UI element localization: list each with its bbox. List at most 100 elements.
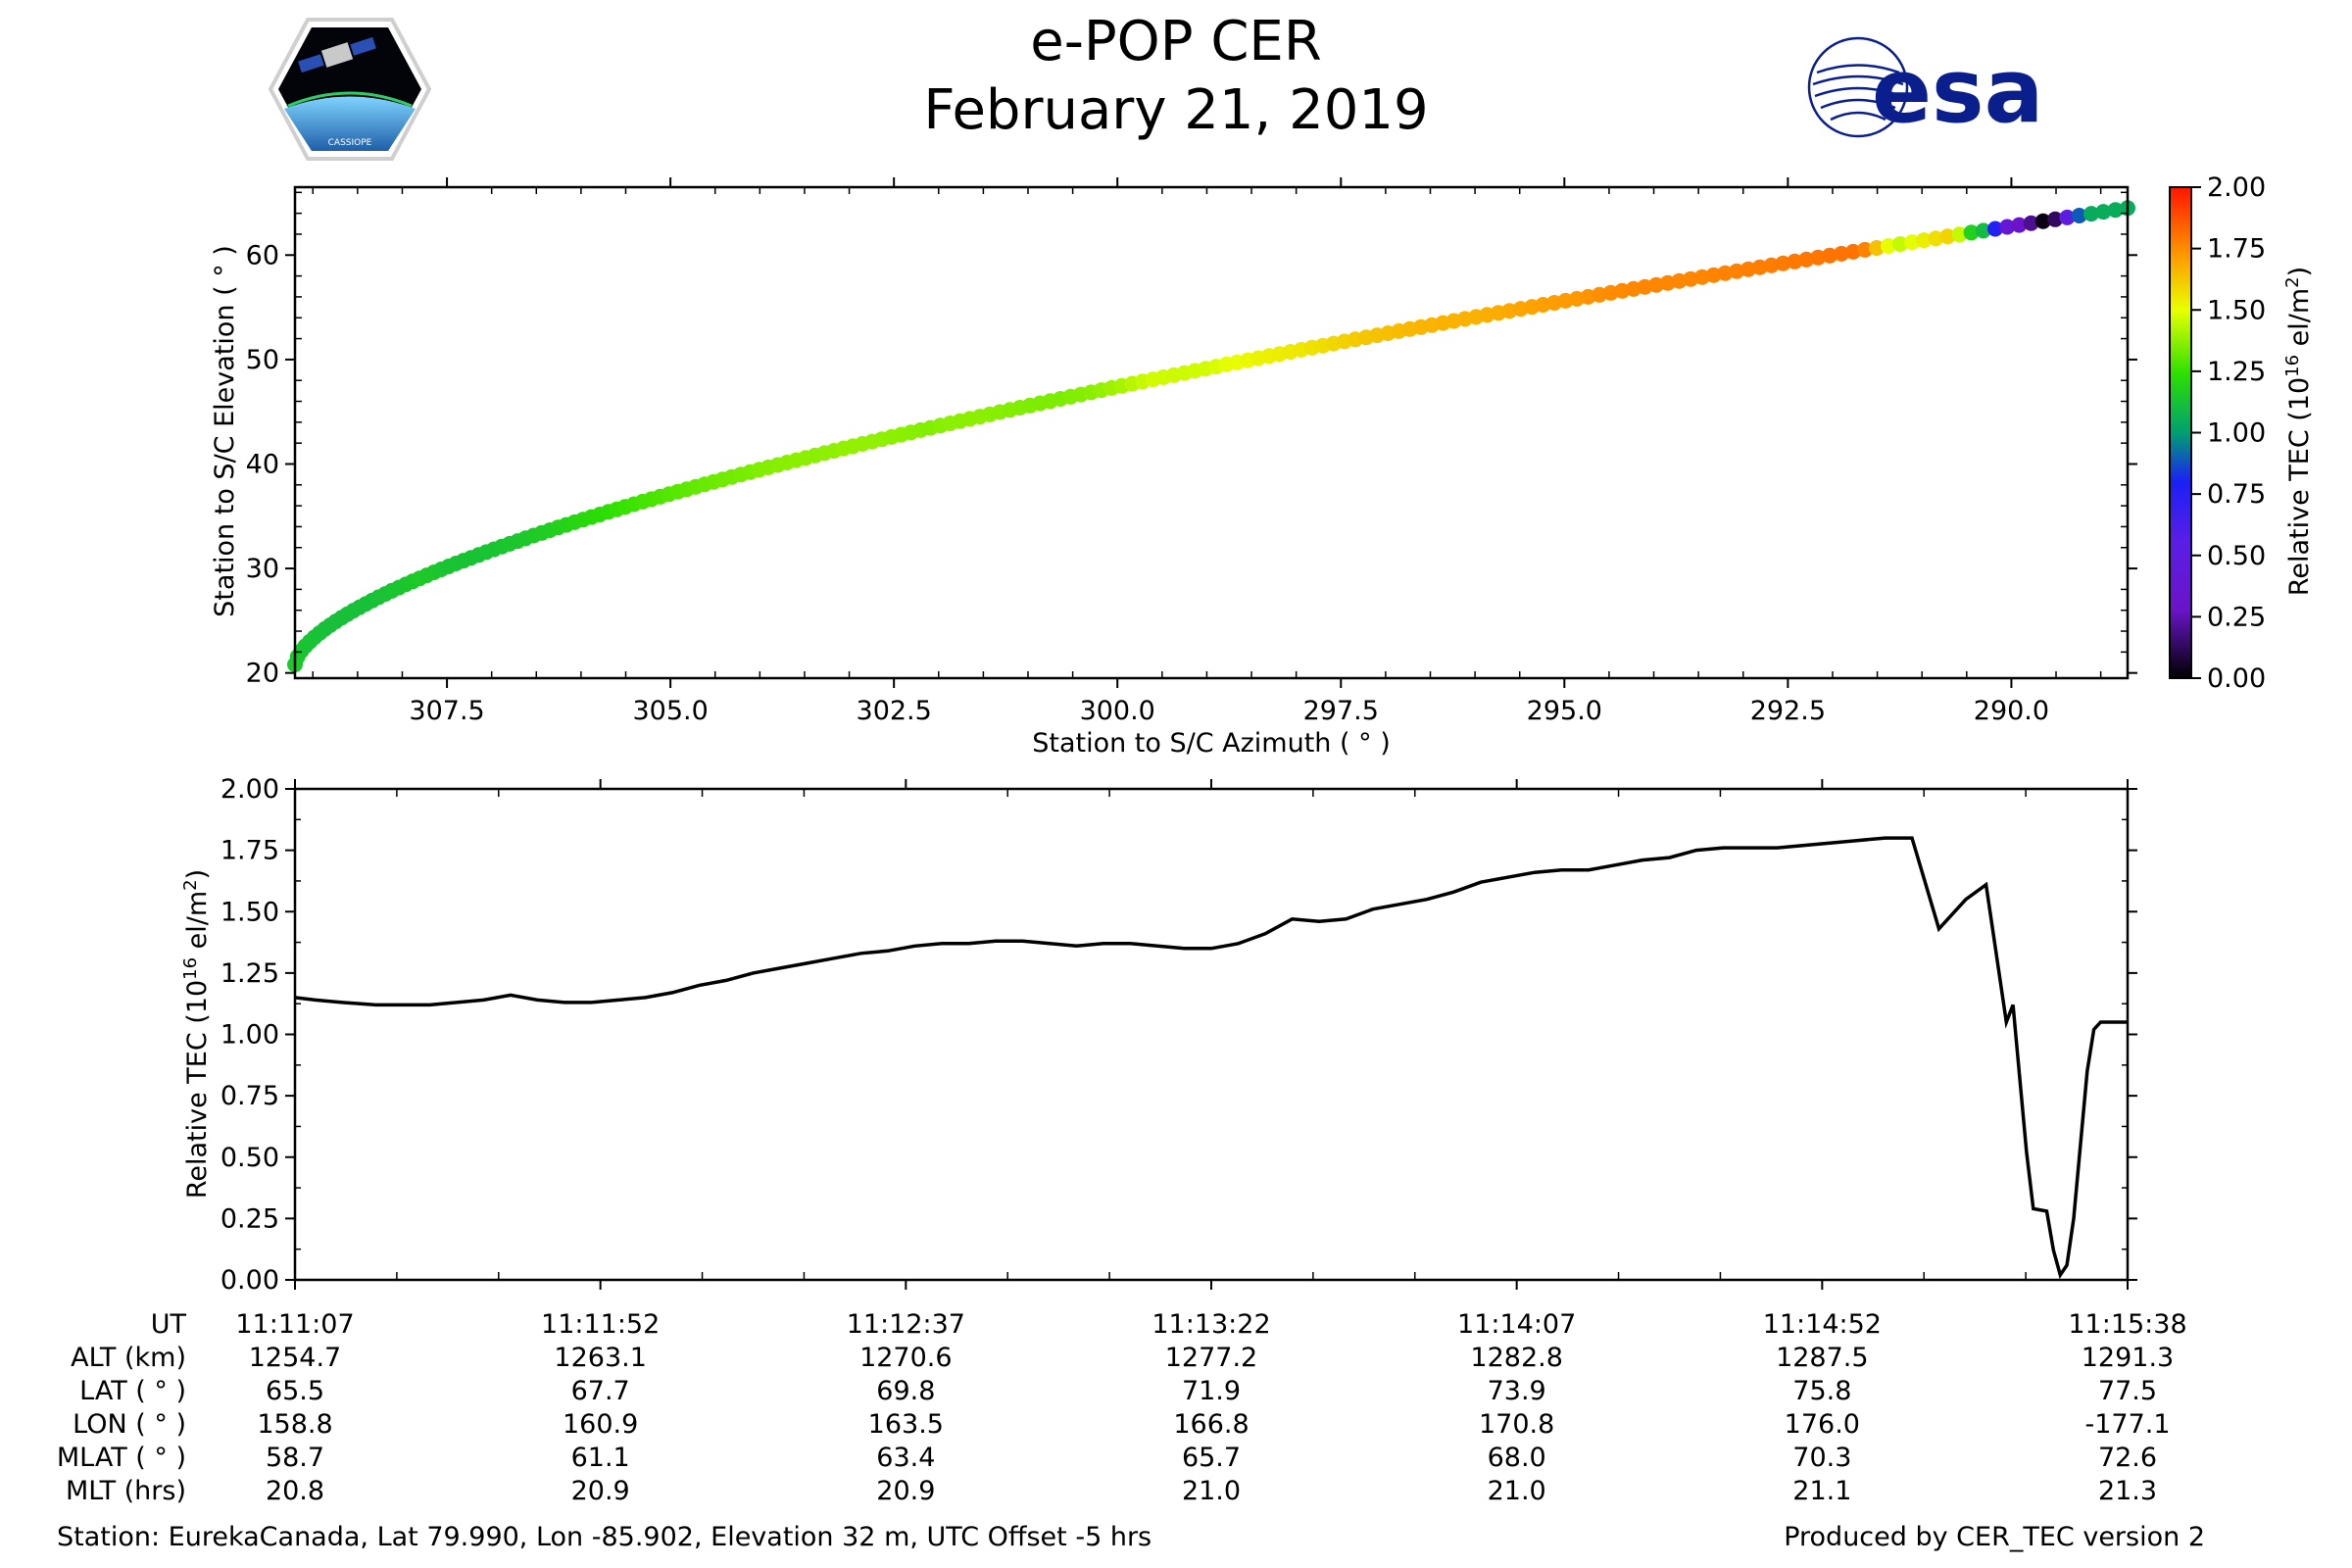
track-point xyxy=(1798,251,1815,268)
track-point xyxy=(2095,204,2112,220)
top-xtick-label: 305.0 xyxy=(632,696,708,726)
tec-time-chart: 0.00 0.25 0.50 0.75 1.00 1.25 1.50 1.75 2.00 Rel… xyxy=(180,774,2137,1296)
info-cell: 158.8 xyxy=(257,1409,333,1440)
info-cell: -177.1 xyxy=(2084,1409,2171,1440)
top-xlabel: Station to S/C Azimuth ( ° ) xyxy=(1032,728,1391,759)
top-ytick-label: 20 xyxy=(246,659,279,689)
track-point xyxy=(1975,222,1991,239)
track-point xyxy=(1869,240,1885,256)
cassiope-logo: CASSIOPE xyxy=(268,18,432,161)
track-point xyxy=(1751,259,1768,275)
tec-series-line xyxy=(294,836,2128,1280)
info-cell: 58.7 xyxy=(265,1443,325,1473)
info-cell: 21.3 xyxy=(2097,1476,2158,1506)
track-point xyxy=(1845,243,1861,260)
cassiope-logo-text: CASSIOPE xyxy=(328,138,372,148)
track-point xyxy=(1729,263,1745,279)
info-cell: 1277.2 xyxy=(1164,1343,1258,1373)
info-cell: 11:15:38 xyxy=(2068,1309,2187,1340)
track-point xyxy=(1834,245,1849,262)
info-cell: 160.9 xyxy=(563,1409,639,1440)
track-point xyxy=(1904,234,1921,251)
info-cell: 20.8 xyxy=(265,1476,325,1506)
chart-title: e-POP CER xyxy=(1030,10,1322,74)
track-point xyxy=(2071,208,2087,223)
info-cell: 67.7 xyxy=(570,1376,630,1406)
top-plot-frame xyxy=(293,185,2130,680)
info-cell: 70.3 xyxy=(1792,1443,1852,1473)
esa-logo-text: esa xyxy=(1872,40,2043,141)
info-cell: 77.5 xyxy=(2097,1376,2158,1406)
bottom-ytick-label: 0.00 xyxy=(220,1265,279,1296)
bottom-ytick-label: 0.50 xyxy=(220,1143,279,1173)
info-cell: 1282.8 xyxy=(1470,1343,1563,1373)
info-cell: 166.8 xyxy=(1173,1409,1250,1440)
track-point xyxy=(2107,202,2124,219)
info-cell: 65.5 xyxy=(265,1376,325,1406)
top-xtick-label: 290.0 xyxy=(1974,696,2049,726)
track-point xyxy=(1810,249,1827,266)
info-cell: 1254.7 xyxy=(248,1343,342,1373)
info-cell: 20.9 xyxy=(570,1476,630,1506)
row-label-lat: LAT ( ° ) xyxy=(79,1376,186,1406)
colorbar-tick-label: 0.25 xyxy=(2207,602,2266,632)
info-cell: 170.8 xyxy=(1479,1409,1555,1440)
track-point xyxy=(1892,236,1908,252)
colorbar-tick-label: 1.75 xyxy=(2207,234,2266,265)
info-cell: 63.4 xyxy=(876,1443,936,1473)
track-point xyxy=(1775,255,1791,271)
track-point xyxy=(1822,247,1838,264)
info-cell: 1287.5 xyxy=(1776,1343,1869,1373)
bottom-axis-ticks: 0.00 0.25 0.50 0.75 1.00 1.25 1.50 1.75 2.00 xyxy=(220,774,2137,1296)
bottom-plot-frame xyxy=(293,787,2130,1282)
bottom-ytick-label: 1.25 xyxy=(220,958,279,989)
top-ytick-label: 40 xyxy=(246,449,279,479)
info-cell: 11:12:37 xyxy=(846,1309,965,1340)
info-cell: 11:14:52 xyxy=(1762,1309,1882,1340)
top-ytick-label: 50 xyxy=(246,345,279,375)
info-cell: 176.0 xyxy=(1784,1409,1860,1440)
top-axis-ticks: 307.5 305.0 302.5 300.0 297.5 295.0 292.5 290.0… xyxy=(246,177,2137,726)
colorbar-ticks: 0.00 0.25 0.50 0.75 1.00 1.25 1.50 1.75 2.00 xyxy=(2191,172,2266,694)
info-cell: 73.9 xyxy=(1487,1376,1546,1406)
colorbar-tick-label: 0.50 xyxy=(2207,541,2266,571)
esa-logo: esa xyxy=(1807,36,2043,141)
track-point xyxy=(1787,253,1803,270)
info-cell: 21.0 xyxy=(1487,1476,1546,1506)
colorbar-tick-label: 1.25 xyxy=(2207,357,2266,387)
info-cell: 11:11:52 xyxy=(541,1309,661,1340)
producer-info: Produced by CER_TEC version 2 xyxy=(1784,1522,2205,1552)
track-point xyxy=(1740,261,1756,277)
station-info: Station: EurekaCanada, Lat 79.990, Lon -… xyxy=(57,1522,1152,1552)
track-point xyxy=(1763,257,1780,273)
colorbar-tick-label: 0.00 xyxy=(2207,663,2266,694)
colorbar-tick-label: 1.00 xyxy=(2207,418,2266,449)
top-xtick-label: 297.5 xyxy=(1303,696,1379,726)
info-cell: 75.8 xyxy=(1792,1376,1852,1406)
row-label-lon: LON ( ° ) xyxy=(73,1409,186,1440)
info-cell: 65.7 xyxy=(1181,1443,1242,1473)
track-point xyxy=(2034,213,2051,229)
track-point xyxy=(1857,241,1873,258)
bottom-ylabel: Relative TEC (1016 el/m2) xyxy=(180,869,213,1199)
track-point xyxy=(1951,226,1968,243)
row-label-ut: UT xyxy=(150,1309,186,1340)
track-point xyxy=(2083,206,2099,222)
bottom-ytick-label: 0.25 xyxy=(220,1203,279,1234)
info-cell: 69.8 xyxy=(876,1376,936,1406)
track-point xyxy=(1928,230,1944,247)
info-cell: 11:14:07 xyxy=(1457,1309,1577,1340)
track-point xyxy=(1693,269,1710,285)
track-point xyxy=(1999,219,2016,235)
track-point xyxy=(1963,224,1980,241)
elevation-azimuth-chart: 307.5 305.0 302.5 300.0 297.5 295.0 292.5 290.0… xyxy=(210,172,2315,759)
track-point xyxy=(1987,220,2003,237)
info-cell: 163.5 xyxy=(867,1409,944,1440)
track-point xyxy=(2047,211,2064,227)
track-point xyxy=(1881,238,1896,254)
bottom-ytick-label: 1.50 xyxy=(220,897,279,927)
colorbar-tick-label: 2.00 xyxy=(2207,172,2266,203)
info-cell: 72.6 xyxy=(2097,1443,2158,1473)
top-xtick-label: 300.0 xyxy=(1080,696,1155,726)
colorbar-label: Relative TEC (1016 el/m2) xyxy=(2282,267,2315,596)
